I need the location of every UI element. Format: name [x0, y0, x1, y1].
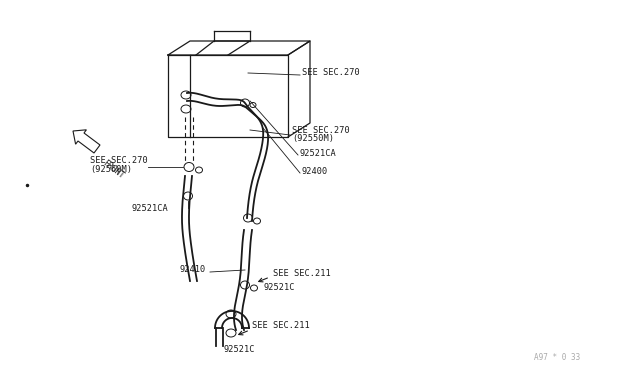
Text: (92550M): (92550M): [292, 134, 334, 142]
Text: FRONT: FRONT: [101, 158, 125, 180]
Text: 92521CA: 92521CA: [132, 203, 169, 212]
Text: SEE SEC.211: SEE SEC.211: [273, 269, 331, 278]
Text: 92521C: 92521C: [224, 346, 255, 355]
Text: SEE SEC.270: SEE SEC.270: [302, 67, 360, 77]
Text: 92521C: 92521C: [263, 282, 294, 292]
Text: 92400: 92400: [302, 167, 328, 176]
Text: 92410: 92410: [180, 266, 206, 275]
Text: SEE SEC.270: SEE SEC.270: [292, 125, 349, 135]
Text: (92560M): (92560M): [90, 164, 132, 173]
Text: A97 * 0 33: A97 * 0 33: [534, 353, 580, 362]
Text: 92521CA: 92521CA: [300, 148, 337, 157]
Polygon shape: [73, 130, 100, 153]
Text: SEE SEC.270: SEE SEC.270: [90, 155, 148, 164]
Text: SEE SEC.211: SEE SEC.211: [252, 321, 310, 330]
